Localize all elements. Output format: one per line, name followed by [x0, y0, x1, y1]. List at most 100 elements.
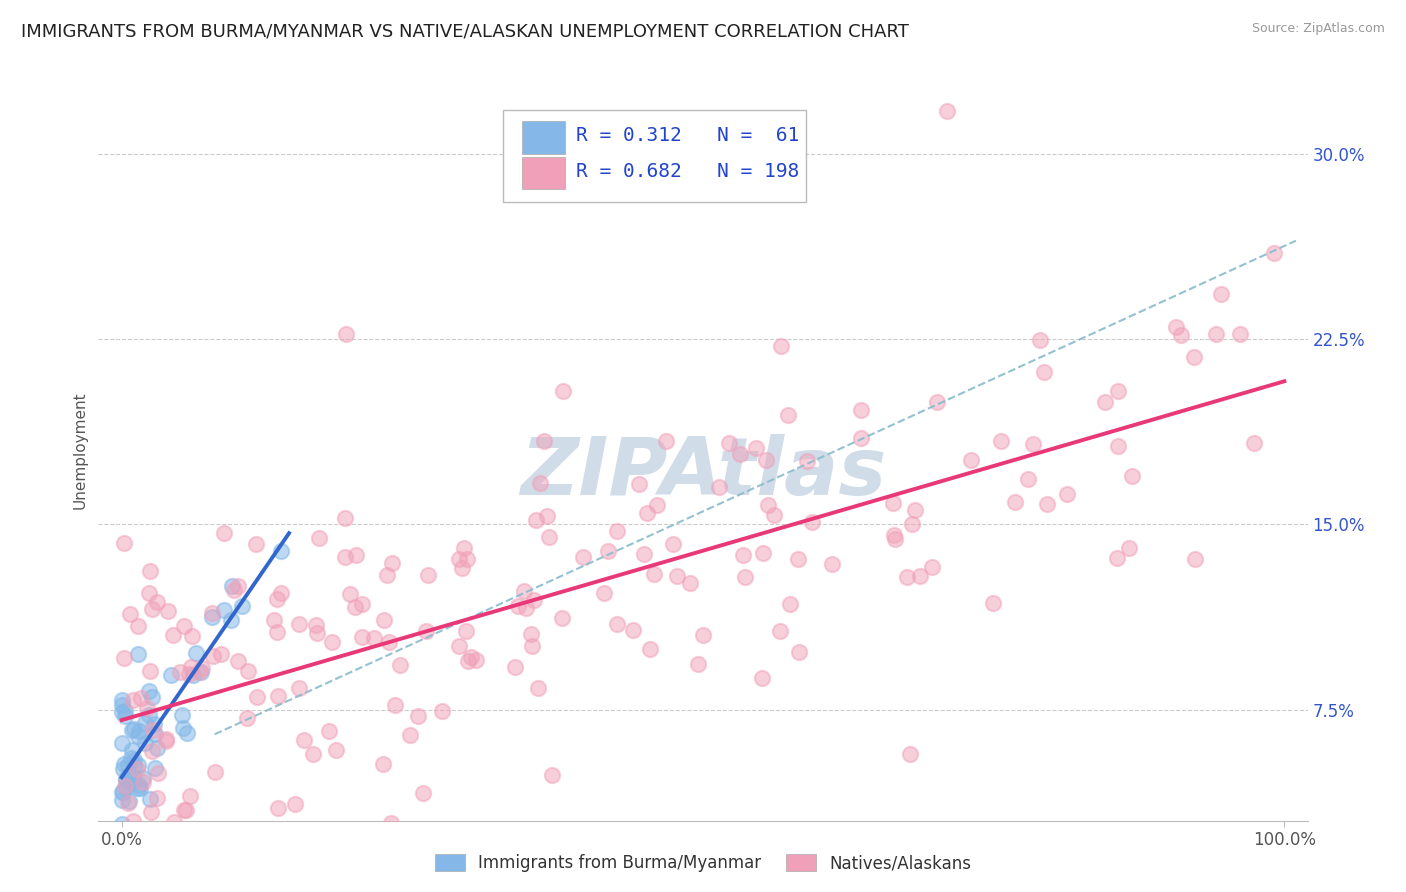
Point	[520, 639, 543, 653]
Point	[128, 778, 150, 792]
Point	[1056, 487, 1078, 501]
Point	[172, 721, 194, 735]
Point	[551, 384, 574, 398]
Point	[921, 560, 943, 574]
Point	[533, 434, 555, 448]
Text: R = 0.312   N =  61: R = 0.312 N = 61	[576, 127, 799, 145]
Point	[169, 665, 191, 679]
Point	[226, 579, 249, 593]
Point	[662, 537, 685, 551]
Point	[734, 570, 756, 584]
Point	[201, 606, 224, 620]
Point	[453, 541, 475, 556]
Point	[134, 736, 156, 750]
Point	[111, 785, 134, 799]
Point	[449, 639, 471, 653]
Point	[292, 825, 315, 839]
Text: Source: ZipAtlas.com: Source: ZipAtlas.com	[1251, 22, 1385, 36]
Point	[960, 452, 983, 467]
Point	[1022, 436, 1045, 450]
Point	[1164, 320, 1187, 334]
Point	[335, 326, 357, 341]
Point	[148, 838, 170, 853]
Point	[120, 607, 142, 621]
Point	[416, 568, 439, 582]
Point	[728, 447, 751, 461]
Point	[143, 761, 166, 775]
Point	[363, 631, 385, 645]
Point	[520, 627, 543, 641]
Point	[1029, 333, 1052, 347]
Point	[266, 592, 288, 607]
Point	[127, 762, 149, 776]
Point	[120, 751, 142, 765]
Point	[179, 789, 201, 803]
Point	[118, 794, 141, 808]
Point	[540, 768, 562, 782]
Point	[402, 838, 425, 853]
Point	[284, 797, 307, 811]
Point	[111, 826, 134, 840]
Point	[1033, 365, 1056, 379]
Point	[155, 732, 177, 747]
Point	[762, 508, 785, 522]
Point	[513, 583, 536, 598]
Point	[270, 586, 292, 600]
Point	[146, 766, 169, 780]
Point	[388, 657, 411, 672]
Point	[1170, 327, 1192, 342]
Point	[129, 691, 152, 706]
Point	[111, 785, 134, 799]
Point	[142, 716, 165, 731]
Point	[156, 604, 179, 618]
Point	[1107, 384, 1129, 399]
Point	[146, 838, 169, 853]
Point	[209, 647, 232, 661]
Point	[1184, 351, 1206, 365]
Point	[141, 601, 163, 615]
Point	[1209, 286, 1232, 301]
Point	[536, 508, 558, 523]
Point	[173, 619, 195, 633]
Point	[756, 498, 779, 512]
Point	[318, 723, 340, 738]
Point	[1017, 472, 1039, 486]
Point	[266, 801, 288, 815]
Point	[898, 747, 921, 761]
Point	[112, 651, 135, 665]
Point	[524, 513, 547, 527]
Point	[305, 626, 328, 640]
Point	[308, 531, 330, 545]
Point	[450, 561, 472, 575]
Point	[883, 528, 905, 542]
Point	[114, 708, 136, 723]
Point	[111, 823, 134, 838]
Point	[181, 668, 204, 682]
Point	[627, 476, 650, 491]
Point	[132, 775, 155, 789]
Point	[177, 666, 200, 681]
Point	[176, 726, 198, 740]
Point	[245, 536, 267, 550]
Point	[371, 756, 394, 771]
Point	[194, 833, 217, 847]
Point	[1107, 439, 1129, 453]
Point	[231, 599, 253, 613]
Point	[896, 569, 918, 583]
Point	[406, 709, 429, 723]
Point	[201, 610, 224, 624]
FancyBboxPatch shape	[522, 121, 565, 153]
Text: IMMIGRANTS FROM BURMA/MYANMAR VS NATIVE/ALASKAN UNEMPLOYMENT CORRELATION CHART: IMMIGRANTS FROM BURMA/MYANMAR VS NATIVE/…	[21, 22, 908, 40]
Point	[755, 453, 778, 467]
Point	[901, 517, 924, 532]
Point	[725, 838, 748, 853]
Point	[127, 758, 149, 772]
Point	[214, 525, 236, 540]
Point	[1107, 550, 1129, 565]
FancyBboxPatch shape	[503, 110, 806, 202]
Point	[292, 732, 315, 747]
Point	[352, 630, 374, 644]
Point	[127, 619, 149, 633]
Point	[270, 544, 292, 558]
Point	[551, 611, 574, 625]
